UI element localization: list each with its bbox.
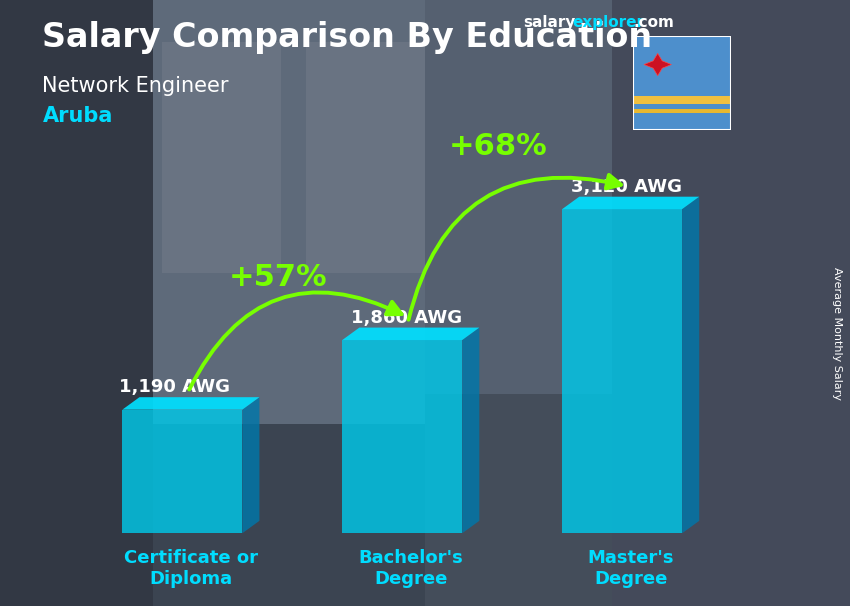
Polygon shape	[343, 340, 462, 533]
Bar	[633, 108, 731, 113]
Bar	[612, 0, 850, 606]
Text: Salary Comparison By Education: Salary Comparison By Education	[42, 21, 653, 54]
Polygon shape	[562, 197, 700, 209]
Text: .com: .com	[633, 15, 674, 30]
Bar	[162, 42, 280, 273]
Text: 1,190 AWG: 1,190 AWG	[120, 378, 230, 396]
Text: 3,120 AWG: 3,120 AWG	[570, 178, 682, 196]
Polygon shape	[122, 410, 242, 533]
Polygon shape	[562, 209, 682, 533]
Text: 1,860 AWG: 1,860 AWG	[351, 308, 462, 327]
Polygon shape	[343, 328, 479, 340]
Bar	[0, 0, 153, 606]
Bar	[306, 42, 425, 273]
Text: Aruba: Aruba	[42, 106, 113, 126]
Text: Bachelor's
Degree: Bachelor's Degree	[359, 549, 463, 588]
Text: salary: salary	[523, 15, 575, 30]
Text: Certificate or
Diploma: Certificate or Diploma	[124, 549, 258, 588]
Polygon shape	[122, 397, 259, 410]
Polygon shape	[462, 328, 479, 533]
Bar	[153, 424, 425, 606]
Text: +57%: +57%	[229, 263, 327, 292]
Text: Master's
Degree: Master's Degree	[587, 549, 674, 588]
Text: Average Monthly Salary: Average Monthly Salary	[832, 267, 842, 400]
Bar	[633, 96, 731, 104]
Text: Network Engineer: Network Engineer	[42, 76, 229, 96]
Text: +68%: +68%	[449, 132, 547, 161]
Polygon shape	[644, 53, 672, 76]
Polygon shape	[682, 197, 700, 533]
Bar	[425, 0, 612, 394]
Bar	[425, 394, 612, 606]
Bar	[153, 0, 425, 424]
Polygon shape	[242, 397, 259, 533]
Text: explorer: explorer	[572, 15, 644, 30]
